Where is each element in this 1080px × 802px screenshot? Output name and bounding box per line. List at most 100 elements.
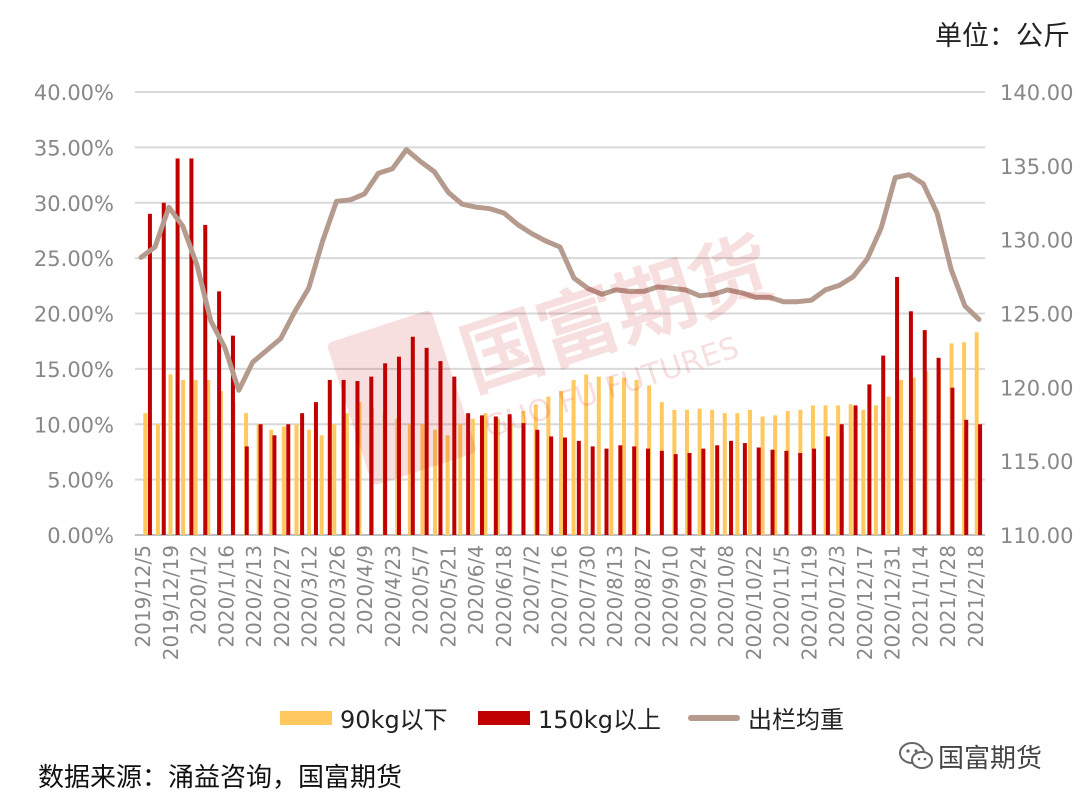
bar-90kg: [168, 374, 173, 535]
left-tick-label: 40.00%: [34, 81, 114, 105]
bar-150kg: [673, 454, 678, 535]
right-axis-ticks: 110.00 115.00 120.00 125.00 130.00 135.00 140.…: [1000, 81, 1073, 548]
source-note: 数据来源：涌益咨询，国富期货: [38, 763, 403, 793]
bar-150kg: [812, 448, 817, 535]
bar-150kg: [770, 449, 775, 535]
bar-90kg: [836, 405, 841, 535]
bar-90kg: [974, 332, 979, 535]
bar-150kg: [355, 381, 360, 535]
x-tick-label: 2020/3/12: [298, 545, 322, 648]
bar-150kg: [922, 330, 927, 535]
x-tick-label: 2020/1/16: [214, 545, 238, 648]
bar-90kg: [735, 413, 740, 535]
legend-item-avg-weight: 出栏均重: [688, 700, 844, 735]
bar-90kg: [848, 404, 853, 535]
bar-90kg: [911, 377, 916, 535]
x-tick-label: 2020/7/16: [548, 545, 572, 648]
bar-150kg: [410, 336, 415, 535]
bar-150kg: [563, 437, 567, 535]
bar-150kg: [908, 311, 913, 535]
bar-90kg: [420, 424, 425, 535]
right-tick-label: 140.00: [1000, 81, 1073, 105]
bar-90kg: [496, 418, 501, 535]
x-tick-label: 2020/1/2: [187, 545, 211, 635]
bar-150kg: [535, 429, 540, 535]
bar-90kg: [546, 396, 551, 535]
left-tick-label: 25.00%: [34, 247, 114, 271]
x-tick-label: 2021/2/18: [964, 545, 988, 648]
x-tick-label: 2020/4/9: [353, 545, 377, 635]
bar-150kg: [161, 202, 166, 535]
bar-90kg: [332, 424, 337, 535]
right-tick-label: 120.00: [1000, 376, 1073, 400]
x-tick-label: 2020/10/8: [714, 545, 738, 648]
bar-150kg: [466, 413, 471, 535]
bar-150kg: [950, 387, 955, 535]
bar-150kg: [701, 448, 706, 535]
bar-150kg: [687, 453, 692, 535]
x-tick-label: 2020/10/22: [742, 545, 766, 660]
legend-label-150kg: 150kg以上: [538, 706, 661, 734]
x-tick-label: 2020/12/3: [825, 545, 849, 648]
bar-150kg: [978, 424, 983, 535]
right-tick-label: 135.00: [1000, 155, 1073, 179]
bar-150kg: [895, 276, 900, 535]
legend-swatch-150kg: [478, 710, 530, 725]
bar-90kg: [483, 413, 488, 535]
bar-150kg: [576, 440, 581, 535]
bar-90kg: [181, 379, 186, 535]
bar-90kg: [962, 342, 967, 535]
bar-150kg: [853, 405, 858, 535]
bar-150kg: [521, 423, 526, 535]
legend: 90kg以下 150kg以上 出栏均重: [0, 700, 1080, 734]
x-tick-label: 2020/11/19: [797, 545, 821, 660]
x-tick-label: 2020/3/26: [325, 545, 349, 648]
bar-90kg: [470, 418, 475, 535]
bar-150kg: [424, 347, 429, 535]
legend-item-90kg: 90kg以下: [280, 700, 448, 735]
bar-150kg: [825, 436, 830, 535]
bar-90kg: [344, 413, 349, 535]
bar-90kg: [294, 424, 299, 535]
x-tick-label: 2020/6/18: [492, 545, 516, 648]
bar-150kg: [189, 158, 194, 535]
bar-150kg: [881, 355, 886, 535]
x-tick-label: 2020/2/27: [270, 545, 294, 648]
right-tick-label: 130.00: [1000, 229, 1073, 253]
gridlines: [135, 91, 985, 536]
bar-150kg: [258, 424, 263, 535]
bar-90kg: [773, 415, 778, 535]
x-tick-label: 2020/7/30: [575, 545, 599, 648]
bar-90kg: [684, 409, 689, 535]
right-tick-label: 125.00: [1000, 303, 1073, 327]
bar-90kg: [458, 424, 463, 535]
bar-150kg: [383, 363, 388, 535]
bar-90kg: [307, 429, 312, 535]
left-axis-ticks: 0.00% 5.00% 10.00% 15.00% 20.00% 25.00% 30.00%…: [34, 81, 114, 548]
bar-90kg: [269, 429, 274, 535]
bar-150kg: [784, 450, 789, 535]
bar-150kg: [839, 424, 844, 535]
brand-badge: 国富期货: [898, 736, 1042, 776]
bar-90kg: [621, 377, 626, 535]
bar-150kg: [742, 443, 747, 535]
bar-150kg: [313, 402, 318, 535]
bar-90kg: [634, 379, 639, 535]
bar-90kg: [281, 426, 286, 535]
bar-150kg: [230, 335, 235, 535]
brand-label: 国富期货: [938, 743, 1043, 774]
bar-150kg: [396, 356, 401, 535]
bar-150kg: [369, 376, 374, 535]
bar-150kg: [604, 448, 609, 535]
bar-90kg: [823, 405, 828, 535]
bar-90kg: [722, 413, 727, 535]
legend-label-avg-weight: 出栏均重: [748, 706, 844, 734]
bar-90kg: [319, 435, 324, 535]
legend-item-150kg: 150kg以上: [478, 700, 661, 735]
bar-150kg: [244, 446, 249, 535]
left-tick-label: 30.00%: [34, 192, 114, 216]
series-avg-weight-line: [138, 147, 982, 393]
bar-150kg: [646, 448, 651, 535]
bar-90kg: [407, 424, 412, 535]
bar-150kg: [729, 440, 734, 535]
